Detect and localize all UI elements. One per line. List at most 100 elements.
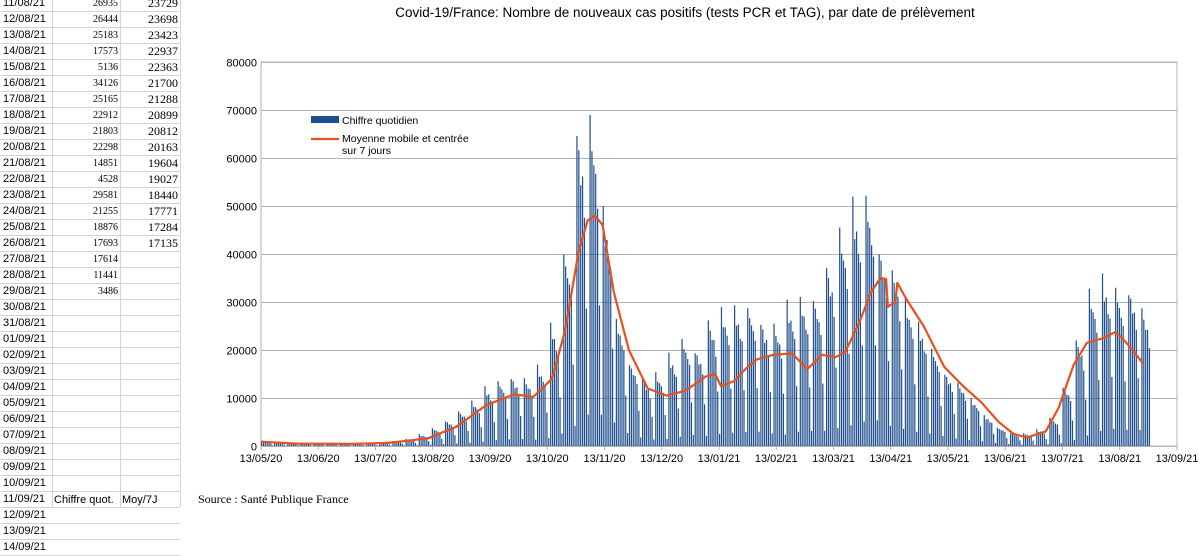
table-cell-date[interactable]: 21/08/21 <box>0 156 52 171</box>
table-cell-daily[interactable]: 5136 <box>53 60 120 75</box>
table-cell-daily[interactable]: 21255 <box>53 204 120 219</box>
table-cell-date[interactable]: 06/09/21 <box>0 412 52 427</box>
table-cell-date[interactable]: 23/08/21 <box>0 188 52 203</box>
table-cell-avg[interactable] <box>121 476 180 491</box>
table-cell-date[interactable]: 09/09/21 <box>0 460 52 475</box>
table-cell-date[interactable]: 11/08/21 <box>0 0 52 11</box>
table-cell-daily[interactable]: 3486 <box>53 284 120 299</box>
table-cell-avg[interactable]: 22363 <box>121 60 180 75</box>
table-cell-date[interactable]: 13/09/21 <box>0 524 52 539</box>
table-cell-daily[interactable] <box>53 540 120 555</box>
table-cell-daily[interactable] <box>53 428 120 443</box>
table-cell-daily[interactable] <box>53 300 120 315</box>
table-cell-avg[interactable] <box>121 332 180 347</box>
table-cell-date[interactable]: 29/08/21 <box>0 284 52 299</box>
table-cell-avg[interactable] <box>121 444 180 459</box>
table-cell-daily[interactable] <box>53 524 120 539</box>
table-cell-date[interactable]: 10/09/21 <box>0 476 52 491</box>
table-cell-date[interactable]: 13/08/21 <box>0 28 52 43</box>
table-cell-daily[interactable]: 22912 <box>53 108 120 123</box>
table-cell-avg[interactable] <box>121 396 180 411</box>
table-cell-avg[interactable]: 20812 <box>121 124 180 139</box>
table-cell-daily[interactable]: 22298 <box>53 140 120 155</box>
table-cell-avg[interactable]: 17284 <box>121 220 180 235</box>
table-cell-avg[interactable]: 23698 <box>121 12 180 27</box>
table-cell-date[interactable]: 14/08/21 <box>0 44 52 59</box>
table-cell-date[interactable]: 02/09/21 <box>0 348 52 363</box>
table-cell-avg[interactable]: 21700 <box>121 76 180 91</box>
table-cell-daily[interactable]: 14851 <box>53 156 120 171</box>
table-cell-daily[interactable]: 11441 <box>53 268 120 283</box>
table-cell-date[interactable]: 11/09/21 <box>0 492 52 507</box>
table-cell-daily[interactable] <box>53 380 120 395</box>
table-cell-date[interactable]: 08/09/21 <box>0 444 52 459</box>
table-cell-date[interactable]: 12/09/21 <box>0 508 52 523</box>
table-cell-daily[interactable]: 29581 <box>53 188 120 203</box>
table-cell-daily[interactable]: 17693 <box>53 236 120 251</box>
table-cell-date[interactable]: 15/08/21 <box>0 60 52 75</box>
table-cell-avg[interactable] <box>121 268 180 283</box>
table-cell-avg[interactable] <box>121 364 180 379</box>
table-cell-avg[interactable]: 19604 <box>121 156 180 171</box>
table-cell-avg[interactable] <box>121 540 180 555</box>
table-cell-daily[interactable] <box>53 396 120 411</box>
table-cell-avg[interactable] <box>121 460 180 475</box>
table-cell-date[interactable]: 07/09/21 <box>0 428 52 443</box>
table-cell-avg[interactable]: 17135 <box>121 236 180 251</box>
table-cell-date[interactable]: 18/08/21 <box>0 108 52 123</box>
table-cell-date[interactable]: 16/08/21 <box>0 76 52 91</box>
table-cell-daily[interactable]: 34126 <box>53 76 120 91</box>
table-cell-daily[interactable] <box>53 508 120 523</box>
table-cell-daily[interactable] <box>53 364 120 379</box>
table-cell-date[interactable]: 27/08/21 <box>0 252 52 267</box>
table-cell-daily[interactable] <box>53 316 120 331</box>
table-cell-date[interactable]: 17/08/21 <box>0 92 52 107</box>
table-cell-avg[interactable]: 23729 <box>121 0 180 11</box>
table-cell-avg[interactable] <box>121 524 180 539</box>
table-cell-date[interactable]: 30/08/21 <box>0 300 52 315</box>
table-cell-date[interactable]: 20/08/21 <box>0 140 52 155</box>
table-cell-avg[interactable] <box>121 284 180 299</box>
table-cell-daily[interactable]: 26935 <box>53 0 120 11</box>
table-cell-date[interactable]: 26/08/21 <box>0 236 52 251</box>
table-cell-avg[interactable] <box>121 316 180 331</box>
table-cell-date[interactable]: 19/08/21 <box>0 124 52 139</box>
table-cell-daily[interactable] <box>53 444 120 459</box>
table-cell-avg[interactable] <box>121 380 180 395</box>
table-cell-daily[interactable] <box>53 332 120 347</box>
table-cell-avg[interactable] <box>121 348 180 363</box>
table-cell-daily[interactable]: 17614 <box>53 252 120 267</box>
table-cell-daily[interactable]: 25183 <box>53 28 120 43</box>
table-cell-date[interactable]: 05/09/21 <box>0 396 52 411</box>
table-cell-date[interactable]: 14/09/21 <box>0 540 52 555</box>
table-cell-daily[interactable] <box>53 412 120 427</box>
table-cell-date[interactable]: 25/08/21 <box>0 220 52 235</box>
table-cell-date[interactable]: 03/09/21 <box>0 364 52 379</box>
table-cell-daily[interactable]: 26444 <box>53 12 120 27</box>
table-cell-avg[interactable]: 17771 <box>121 204 180 219</box>
table-cell-avg[interactable] <box>121 428 180 443</box>
table-cell-avg[interactable] <box>121 252 180 267</box>
table-cell-avg[interactable] <box>121 508 180 523</box>
table-cell-avg[interactable] <box>121 412 180 427</box>
table-cell-avg[interactable]: 23423 <box>121 28 180 43</box>
table-cell-date[interactable]: 24/08/21 <box>0 204 52 219</box>
table-cell-avg[interactable]: 21288 <box>121 92 180 107</box>
table-cell-date[interactable]: 12/08/21 <box>0 12 52 27</box>
table-cell-avg[interactable]: 19027 <box>121 172 180 187</box>
table-cell-date[interactable]: 31/08/21 <box>0 316 52 331</box>
table-cell-date[interactable]: 01/09/21 <box>0 332 52 347</box>
table-cell-date[interactable]: 28/08/21 <box>0 268 52 283</box>
table-cell-daily[interactable]: 17573 <box>53 44 120 59</box>
table-cell-daily[interactable] <box>53 348 120 363</box>
table-cell-avg[interactable]: 20899 <box>121 108 180 123</box>
table-cell-avg[interactable]: 18440 <box>121 188 180 203</box>
table-cell-daily[interactable]: 4528 <box>53 172 120 187</box>
table-cell-avg[interactable] <box>121 300 180 315</box>
table-cell-daily[interactable]: 21803 <box>53 124 120 139</box>
table-cell-avg[interactable]: 22937 <box>121 44 180 59</box>
table-cell-date[interactable]: 22/08/21 <box>0 172 52 187</box>
table-cell-avg[interactable]: 20163 <box>121 140 180 155</box>
table-cell-date[interactable]: 04/09/21 <box>0 380 52 395</box>
table-cell-daily[interactable] <box>53 460 120 475</box>
